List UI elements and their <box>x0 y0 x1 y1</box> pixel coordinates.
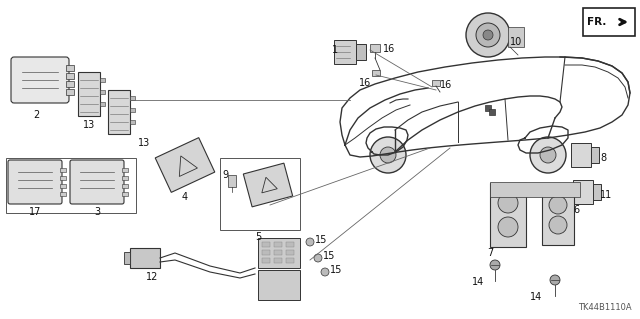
Bar <box>60 184 66 188</box>
Text: 6: 6 <box>573 205 579 215</box>
Circle shape <box>483 30 493 40</box>
Bar <box>274 250 282 255</box>
Bar <box>60 176 66 180</box>
Circle shape <box>466 13 510 57</box>
Text: 15: 15 <box>315 235 328 245</box>
Bar <box>593 184 601 200</box>
Bar <box>372 70 380 76</box>
FancyBboxPatch shape <box>70 160 124 204</box>
Bar <box>258 270 300 300</box>
Bar <box>122 192 128 196</box>
Bar <box>542 185 574 245</box>
Bar <box>130 108 135 112</box>
Bar <box>485 105 491 111</box>
Bar <box>286 250 294 255</box>
Bar <box>571 143 591 167</box>
Bar <box>258 238 300 268</box>
Bar <box>122 168 128 172</box>
Bar <box>100 78 105 82</box>
Circle shape <box>540 147 556 163</box>
Bar <box>122 176 128 180</box>
Text: 5: 5 <box>255 232 261 242</box>
Text: 16: 16 <box>359 78 371 88</box>
Text: 13: 13 <box>83 120 95 130</box>
Text: TK44B1110A: TK44B1110A <box>579 303 632 312</box>
Bar <box>228 175 236 187</box>
Bar <box>274 242 282 247</box>
FancyBboxPatch shape <box>8 160 62 204</box>
Circle shape <box>530 137 566 173</box>
Text: 14: 14 <box>472 277 484 287</box>
Circle shape <box>490 260 500 270</box>
Bar <box>100 90 105 94</box>
Bar <box>130 96 135 100</box>
Circle shape <box>549 216 567 234</box>
Bar <box>60 192 66 196</box>
Text: 12: 12 <box>146 272 158 282</box>
Bar <box>356 44 366 60</box>
Bar <box>489 109 495 115</box>
Bar <box>124 252 130 264</box>
Bar <box>591 147 599 163</box>
Text: 4: 4 <box>182 192 188 202</box>
Bar <box>66 81 74 87</box>
Text: 7: 7 <box>487 248 493 258</box>
Text: FR.: FR. <box>587 17 606 27</box>
Bar <box>274 258 282 263</box>
FancyBboxPatch shape <box>11 57 69 103</box>
Text: 14: 14 <box>530 292 542 302</box>
Text: 15: 15 <box>330 265 342 275</box>
Bar <box>583 8 635 36</box>
Circle shape <box>498 193 518 213</box>
Bar <box>370 44 380 52</box>
Text: 10: 10 <box>510 37 522 47</box>
Text: 9: 9 <box>222 170 228 180</box>
Circle shape <box>380 147 396 163</box>
Bar <box>66 65 74 71</box>
Bar <box>130 120 135 124</box>
Text: 13: 13 <box>138 138 150 148</box>
Text: 17: 17 <box>29 207 41 217</box>
Circle shape <box>550 275 560 285</box>
Text: 1: 1 <box>332 45 338 55</box>
Text: 11: 11 <box>600 190 612 200</box>
Bar <box>130 248 160 268</box>
Bar <box>334 40 356 64</box>
Text: 15: 15 <box>323 251 335 261</box>
Text: 16: 16 <box>440 80 452 90</box>
Bar <box>66 73 74 79</box>
Text: 8: 8 <box>600 153 606 163</box>
Circle shape <box>314 254 322 262</box>
Bar <box>573 180 593 204</box>
Circle shape <box>321 268 329 276</box>
Text: 16: 16 <box>383 44 396 54</box>
Bar <box>6 158 136 213</box>
Circle shape <box>549 196 567 214</box>
Bar <box>490 182 580 197</box>
Bar <box>262 242 270 247</box>
Bar <box>286 242 294 247</box>
Polygon shape <box>156 137 215 192</box>
Bar <box>286 258 294 263</box>
Bar <box>100 102 105 106</box>
Bar <box>508 27 524 47</box>
Bar <box>66 89 74 95</box>
Bar <box>262 258 270 263</box>
Circle shape <box>306 238 314 246</box>
Text: 3: 3 <box>94 207 100 217</box>
Polygon shape <box>243 163 292 207</box>
Bar <box>220 158 300 230</box>
Bar <box>78 72 100 116</box>
Text: 2: 2 <box>33 110 39 120</box>
Circle shape <box>370 137 406 173</box>
Bar <box>262 250 270 255</box>
Bar <box>60 168 66 172</box>
Bar <box>432 80 440 86</box>
Circle shape <box>498 217 518 237</box>
Bar <box>490 183 526 247</box>
Bar <box>122 184 128 188</box>
Circle shape <box>476 23 500 47</box>
Bar <box>108 90 130 134</box>
